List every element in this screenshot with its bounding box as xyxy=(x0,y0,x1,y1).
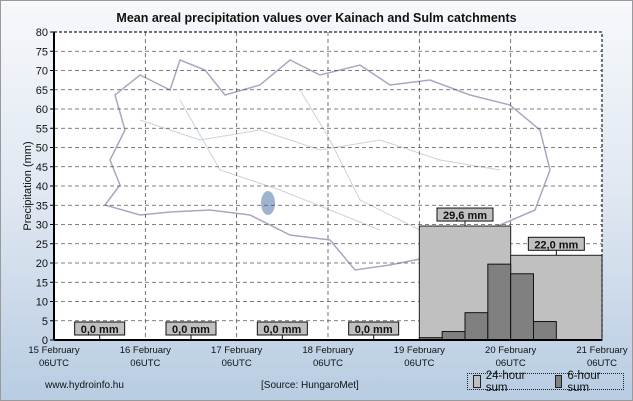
data-label: 29,6 mm xyxy=(443,210,487,222)
data-label-box xyxy=(165,321,217,336)
data-label: 0,0 mm xyxy=(172,324,210,336)
map-rivers xyxy=(139,89,501,231)
y-tick-label: 0 xyxy=(42,335,48,347)
y-tick-label: 20 xyxy=(36,258,48,270)
data-label-box xyxy=(348,321,400,336)
legend-label-6h: 6-hour sum xyxy=(567,369,601,394)
y-tick-label: 60 xyxy=(36,104,48,116)
data-label: 0,0 mm xyxy=(355,324,393,336)
y-axis-label: Precipitation (mm) xyxy=(22,141,34,230)
y-tick-label: 10 xyxy=(36,297,48,309)
x-tick-label-time: 06UTC xyxy=(496,358,526,369)
x-tick-label-time: 06UTC xyxy=(39,358,69,369)
data-label-box xyxy=(527,236,585,251)
bar-6h xyxy=(464,312,489,341)
x-tick-label-time: 06UTC xyxy=(222,358,252,369)
y-tick-label: 5 xyxy=(42,316,48,328)
bar-6h xyxy=(487,263,512,341)
x-tick-label: 21 February xyxy=(576,345,627,356)
y-tick-label: 15 xyxy=(36,277,48,289)
x-tick-label-time: 06UTC xyxy=(313,358,343,369)
y-tick-label: 45 xyxy=(36,162,48,174)
x-tick-label: 18 February xyxy=(302,345,353,356)
y-tick-label: 50 xyxy=(36,143,48,155)
x-tick-label: 19 February xyxy=(394,345,445,356)
website-label: www.hydroinfo.hu xyxy=(45,380,124,391)
y-tick-label: 75 xyxy=(36,46,48,58)
x-tick-label-time: 06UTC xyxy=(404,358,434,369)
legend-swatch-6h xyxy=(554,375,563,388)
legend-swatch-24h xyxy=(473,375,481,388)
y-tick-label: 80 xyxy=(36,27,48,39)
map-outline xyxy=(103,59,551,271)
data-label: 22,0 mm xyxy=(534,239,578,251)
y-tick-label: 35 xyxy=(36,200,48,212)
y-tick-label: 55 xyxy=(36,123,48,135)
x-tick-label: 17 February xyxy=(211,345,262,356)
x-tick-label-time: 06UTC xyxy=(587,358,617,369)
x-tick-label-time: 06UTC xyxy=(130,358,160,369)
data-label: 0,0 mm xyxy=(263,324,301,336)
x-tick-label: 16 February xyxy=(120,345,171,356)
legend-label-24h: 24-hour sum xyxy=(485,369,526,394)
bar-6h xyxy=(533,321,557,341)
x-tick-label: 15 February xyxy=(28,345,79,356)
y-tick-label: 30 xyxy=(36,220,48,232)
legend: 24-hour sum 6-hour sum xyxy=(467,370,624,394)
x-tick-label: 20 February xyxy=(485,345,536,356)
y-tick-label: 25 xyxy=(36,239,48,251)
bar-6h xyxy=(510,273,534,341)
data-label-box xyxy=(256,321,308,336)
map-lake xyxy=(261,191,275,215)
y-tick-label: 65 xyxy=(36,85,48,97)
chart-title: Mean areal precipitation values over Kai… xyxy=(116,11,517,25)
y-tick-label: 70 xyxy=(36,66,48,78)
data-label-box xyxy=(436,207,494,222)
bar-6h xyxy=(441,331,466,341)
y-tick-label: 40 xyxy=(36,181,48,193)
data-label: 0,0 mm xyxy=(81,324,119,336)
source-label: [Source: HungaroMet] xyxy=(261,380,359,391)
data-label-box xyxy=(74,321,126,336)
